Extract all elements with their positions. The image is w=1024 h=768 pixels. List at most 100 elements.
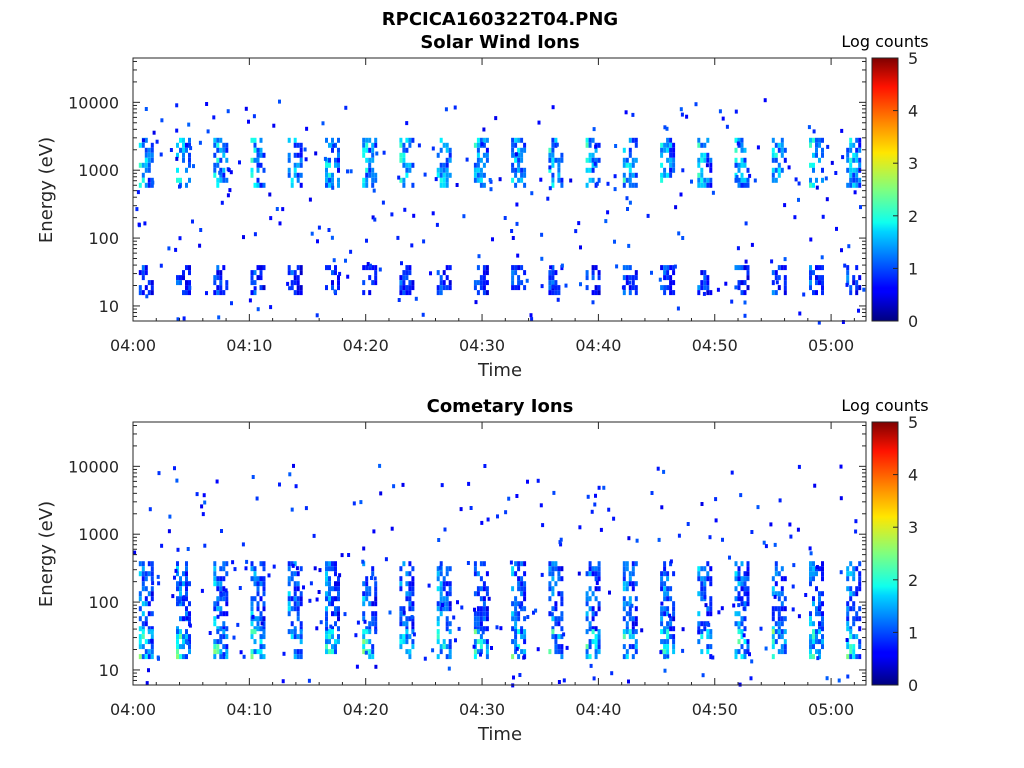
heatmap-cell	[780, 634, 784, 640]
heatmap-cell	[494, 116, 498, 121]
heatmap-cell	[660, 639, 664, 645]
heatmap-cell	[666, 142, 670, 148]
heatmap-cell	[141, 634, 145, 640]
heatmap-cell	[625, 275, 629, 281]
heatmap-cell	[485, 270, 489, 276]
heatmap-cell	[743, 616, 747, 622]
heatmap-cell	[185, 581, 188, 587]
heatmap-cell	[198, 140, 202, 145]
heatmap-cell	[514, 157, 518, 163]
heatmap-cell	[721, 116, 725, 121]
heatmap-cell	[743, 571, 747, 577]
heatmap-cell	[216, 626, 220, 632]
heatmap-cell	[337, 285, 340, 291]
heatmap-cell	[663, 586, 667, 592]
heatmap-cell	[771, 611, 775, 617]
heatmap-cell	[293, 649, 297, 655]
heatmap-cell	[256, 152, 260, 158]
heatmap-cell	[622, 644, 626, 650]
heatmap-cell	[292, 463, 295, 468]
heatmap-cell	[514, 270, 518, 276]
heatmap-cell	[133, 550, 137, 555]
heatmap-cell	[213, 142, 217, 148]
heatmap-cell	[743, 626, 747, 632]
heatmap-cell	[554, 634, 558, 640]
heatmap-cell	[774, 639, 778, 645]
heatmap-cell	[352, 501, 356, 506]
heatmap-cell	[672, 142, 676, 148]
heatmap-cell	[849, 586, 853, 592]
heatmap-cell	[293, 586, 297, 592]
heatmap-cell	[325, 639, 328, 645]
heatmap-cell	[185, 596, 188, 602]
heatmap-cell	[256, 182, 260, 188]
heatmap-cell	[431, 211, 435, 216]
heatmap-cell	[374, 265, 378, 271]
heatmap-cell	[742, 606, 746, 611]
heatmap-cell	[783, 285, 787, 291]
heatmap-cell	[700, 280, 704, 286]
heatmap-cell	[591, 265, 595, 271]
heatmap-cell	[262, 561, 266, 567]
heatmap-cell	[331, 177, 334, 183]
heatmap-cell	[551, 147, 555, 153]
heatmap-cell	[147, 157, 151, 163]
heatmap-cell	[821, 644, 824, 650]
heatmap-cell	[309, 581, 313, 586]
heatmap-cell	[852, 621, 856, 627]
heatmap-cell	[615, 264, 619, 269]
heatmap-cell	[663, 147, 667, 153]
heatmap-cell	[517, 275, 521, 281]
heatmap-cell	[362, 142, 366, 148]
heatmap-cell	[337, 591, 340, 597]
heatmap-cell	[439, 177, 443, 183]
heatmap-cell	[663, 167, 667, 173]
heatmap-cell	[436, 290, 440, 296]
heatmap-cell	[523, 561, 527, 567]
heatmap-cell	[290, 280, 294, 286]
heatmap-cell	[517, 265, 521, 271]
heatmap-cell	[783, 147, 787, 153]
heatmap-cell	[858, 142, 862, 148]
heatmap-cell	[554, 601, 558, 607]
heatmap-cell	[809, 270, 812, 276]
heatmap-cell	[188, 634, 191, 640]
heatmap-cell	[290, 182, 294, 188]
heatmap-cell	[476, 616, 480, 622]
heatmap-cell	[331, 270, 334, 276]
heatmap-cell	[840, 128, 844, 133]
heatmap-cell	[777, 596, 781, 602]
heatmap-cell	[666, 621, 670, 627]
heatmap-cell	[445, 162, 449, 168]
heatmap-cell	[771, 137, 775, 143]
heatmap-cell	[182, 595, 186, 600]
heatmap-cell	[299, 621, 303, 627]
heatmap-cell	[662, 469, 666, 474]
heatmap-cell	[331, 182, 334, 188]
heatmap-cell	[334, 142, 337, 148]
heatmap-cell	[436, 601, 440, 607]
heatmap-cell	[560, 616, 564, 622]
heatmap-cell	[473, 167, 477, 173]
heatmap-cell	[405, 621, 409, 627]
heatmap-cell	[328, 639, 331, 645]
heatmap-cell	[378, 463, 382, 468]
heatmap-cell	[141, 265, 145, 271]
heatmap-cell	[737, 639, 741, 645]
heatmap-cell	[669, 172, 673, 178]
heatmap-cell	[259, 596, 263, 602]
heatmap-cell	[402, 561, 406, 567]
heatmap-cell	[299, 142, 303, 148]
heatmap-cell	[138, 591, 142, 597]
heatmap-cell	[408, 285, 412, 291]
heatmap-cell	[188, 157, 191, 163]
heatmap-cell	[635, 538, 639, 543]
heatmap-cell	[185, 616, 189, 621]
heatmap-cell	[591, 275, 595, 281]
heatmap-cell	[340, 553, 344, 558]
heatmap-cell	[777, 167, 781, 173]
heatmap-cell	[849, 157, 853, 163]
heatmap-cell	[849, 177, 853, 183]
heatmap-cell	[815, 280, 818, 286]
heatmap-cell	[412, 632, 416, 637]
